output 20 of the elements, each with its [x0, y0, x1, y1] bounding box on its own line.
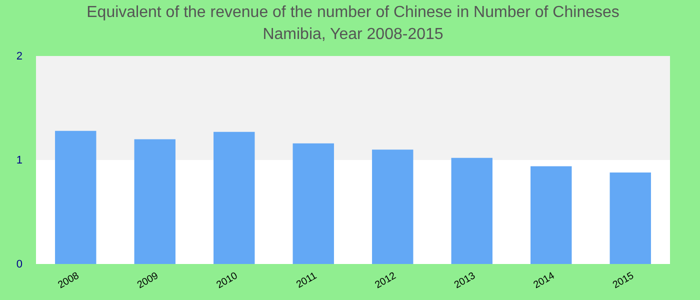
bar: [372, 150, 414, 264]
bar: [530, 166, 572, 264]
chart-title: Equivalent of the revenue of the number of Chinese in Number of Chineses Namibia, Year 2008-2015: [86, 4, 620, 43]
bar: [451, 158, 492, 264]
bar: [214, 132, 255, 264]
bar: [55, 130, 96, 264]
bar: [292, 143, 334, 264]
x-tick-label: 2014: [532, 270, 557, 292]
x-tick-label: 2011: [294, 270, 320, 291]
y-tick-label: 1: [16, 154, 22, 166]
x-tick-label: 2013: [452, 270, 478, 292]
x-tick-label: 2009: [136, 270, 161, 292]
y-tick-label: 2: [16, 50, 22, 62]
x-tick-label: 2012: [373, 270, 398, 292]
bar: [134, 139, 176, 264]
x-tick-label: 2010: [214, 270, 240, 292]
y-tick-label: 0: [16, 258, 22, 270]
x-tick-label: 2015: [611, 270, 636, 292]
x-tick-label: 2008: [56, 270, 82, 292]
bar: [610, 172, 651, 264]
